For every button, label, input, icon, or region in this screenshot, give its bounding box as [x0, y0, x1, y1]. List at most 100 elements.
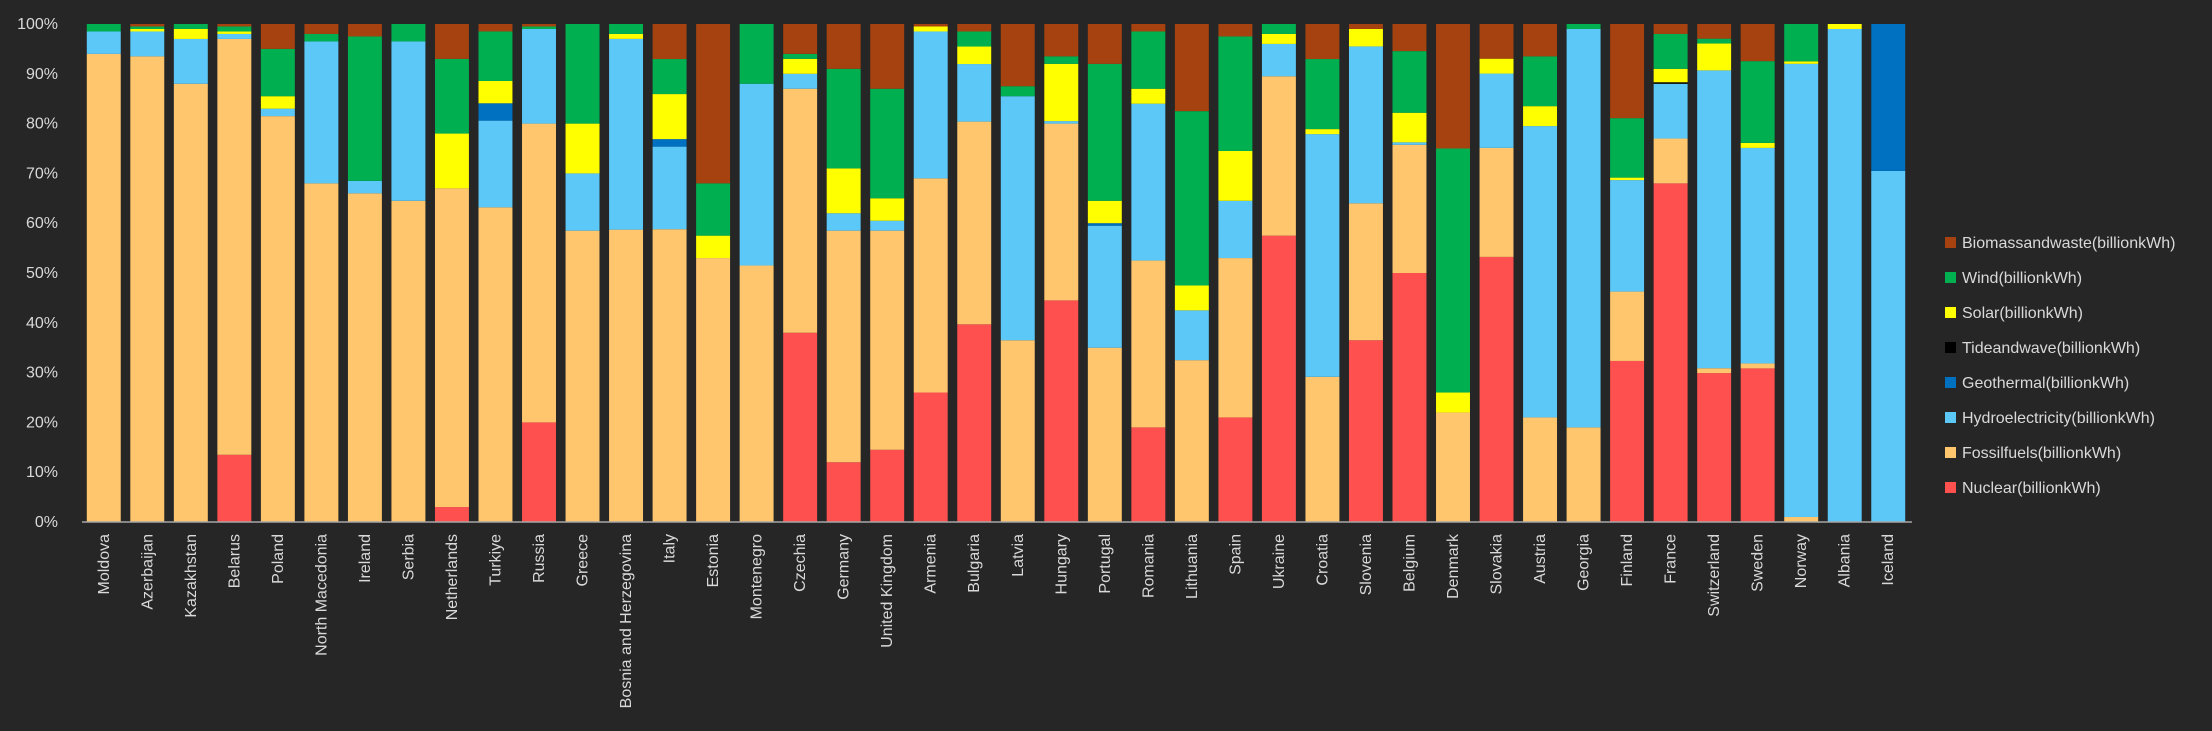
bar-segment-switzerland-series-5	[1697, 43, 1732, 71]
bar-segment-latvia-series-6	[1000, 86, 1035, 97]
bar-segment-ireland-series-6	[347, 36, 382, 181]
bar-segment-turkiye-series-7	[478, 24, 513, 32]
y-tick-label: 30%	[26, 365, 58, 382]
bar-segment-germany-series-2	[826, 213, 861, 231]
bar-segment-lithuania-series-6	[1174, 111, 1209, 286]
bar-segment-finland-series-2	[1610, 180, 1645, 292]
bar-segment-iceland-series-2	[1871, 170, 1906, 522]
bar-segment-czechia-series-2	[783, 73, 818, 89]
bar-segment-romania-series-6	[1131, 31, 1166, 89]
legend-swatch	[1945, 307, 1956, 318]
bar-segment-bosnia-and-herzegovina-series-6	[609, 24, 644, 34]
x-tick-label: Poland	[270, 534, 287, 584]
bar-segment-serbia-series-6	[391, 24, 426, 42]
bar-segment-lithuania-series-7	[1174, 24, 1209, 112]
bar-segment-slovenia-series-2	[1348, 46, 1383, 204]
bar-segment-north-macedonia-series-6	[304, 33, 339, 42]
bar-segment-kazakhstan-series-2	[173, 38, 208, 84]
bar-segment-latvia-series-1	[1000, 340, 1035, 522]
bar-segment-spain-series-6	[1218, 36, 1253, 151]
bar-segment-slovakia-series-1	[1479, 147, 1514, 257]
x-tick-label: Lithuania	[1184, 534, 1201, 599]
bar-segment-turkiye-series-2	[478, 120, 513, 208]
bar-segment-finland-series-7	[1610, 24, 1645, 119]
bar-segment-netherlands-series-1	[434, 188, 469, 508]
bar-segment-georgia-series-1	[1566, 427, 1601, 522]
bar-segment-austria-series-6	[1523, 56, 1558, 107]
bar-segment-turkiye-series-1	[478, 207, 513, 522]
bar-segment-hungary-series-2	[1044, 121, 1079, 124]
bar-segment-spain-series-0	[1218, 417, 1253, 522]
bar-segment-serbia-series-2	[391, 41, 426, 201]
bar-segment-lithuania-series-5	[1174, 285, 1209, 311]
x-tick-label: Bosnia and Herzegovina	[618, 534, 635, 708]
bar-segment-bulgaria-series-0	[957, 324, 992, 522]
bar-segment-france-series-1	[1653, 138, 1688, 184]
bar-segment-armenia-series-0	[913, 392, 948, 522]
x-tick-label: Austria	[1532, 534, 1549, 584]
bar-segment-croatia-series-1	[1305, 376, 1340, 522]
bar-segment-netherlands-series-0	[434, 507, 469, 522]
x-tick-label: Czechia	[792, 534, 809, 592]
bar-segment-ukraine-series-6	[1261, 24, 1296, 34]
bar-segment-belarus-series-5	[217, 31, 252, 34]
bar-segment-norway-series-2	[1784, 63, 1819, 518]
bar-segment-belarus-series-2	[217, 33, 252, 39]
bar-segment-ukraine-series-2	[1261, 43, 1296, 77]
bar-segment-belarus-series-7	[217, 24, 252, 27]
bar-segment-france-series-7	[1653, 24, 1688, 34]
bar-segment-netherlands-series-6	[434, 58, 469, 134]
bar-segment-belarus-series-1	[217, 38, 252, 455]
bar-segment-spain-series-7	[1218, 24, 1253, 37]
legend-swatch	[1945, 237, 1956, 248]
legend-label: Wind(billionkWh)	[1962, 270, 2082, 287]
bar-segment-sweden-series-1	[1740, 363, 1775, 369]
x-tick-label: Netherlands	[444, 534, 461, 620]
bar-segment-north-macedonia-series-7	[304, 24, 339, 34]
bar-segment-romania-series-5	[1131, 88, 1166, 104]
x-tick-label: Georgia	[1576, 534, 1593, 591]
bar-segment-ukraine-series-0	[1261, 235, 1296, 522]
x-tick-label: Portugal	[1097, 534, 1114, 594]
bar-segment-finland-series-0	[1610, 360, 1645, 522]
bar-segment-north-macedonia-series-1	[304, 183, 339, 523]
bar-segment-spain-series-1	[1218, 258, 1253, 418]
bar-segment-poland-series-1	[260, 116, 295, 522]
bar-segment-bulgaria-series-2	[957, 64, 992, 122]
bar-segment-azerbaijan-series-1	[130, 56, 165, 523]
bar-segment-czechia-series-0	[783, 332, 818, 522]
x-tick-label: North Macedonia	[313, 534, 330, 656]
bar-segment-poland-series-7	[260, 24, 295, 49]
bar-segment-armenia-series-2	[913, 31, 948, 179]
bar-segment-austria-series-5	[1523, 106, 1558, 127]
x-tick-label: Croatia	[1314, 534, 1331, 586]
bar-segment-north-macedonia-series-2	[304, 41, 339, 184]
bar-segment-austria-series-7	[1523, 24, 1558, 57]
x-tick-label: Romania	[1140, 534, 1157, 598]
x-tick-label: Ukraine	[1271, 534, 1288, 589]
bar-segment-italy-series-5	[652, 94, 687, 140]
bar-segment-georgia-series-2	[1566, 28, 1601, 428]
bar-segment-kazakhstan-series-5	[173, 28, 208, 39]
bar-segment-lithuania-series-1	[1174, 360, 1209, 522]
bar-segment-norway-series-1	[1784, 517, 1819, 522]
bar-segment-montenegro-series-1	[739, 265, 774, 522]
x-tick-label: Switzerland	[1706, 534, 1723, 617]
bar-segment-italy-series-2	[652, 146, 687, 230]
bar-segment-belgium-series-7	[1392, 24, 1427, 52]
bar-segment-russia-series-7	[522, 24, 556, 27]
bar-segment-moldova-series-2	[86, 31, 121, 54]
legend-label: Nuclear(billionkWh)	[1962, 480, 2101, 497]
bar-segment-germany-series-6	[826, 68, 861, 169]
bar-segment-poland-series-6	[260, 48, 295, 97]
x-tick-label: Italy	[662, 534, 679, 563]
legend-swatch	[1945, 272, 1956, 283]
bar-segment-croatia-series-7	[1305, 24, 1340, 60]
bar-segment-italy-series-6	[652, 59, 687, 95]
bar-segment-norway-series-5	[1784, 61, 1819, 64]
bar-segment-denmark-series-5	[1436, 392, 1470, 413]
x-tick-label: Montenegro	[749, 534, 766, 619]
bar-segment-switzerland-series-7	[1697, 24, 1732, 39]
bar-segment-kazakhstan-series-1	[173, 83, 208, 522]
bar-segment-austria-series-2	[1523, 126, 1558, 418]
